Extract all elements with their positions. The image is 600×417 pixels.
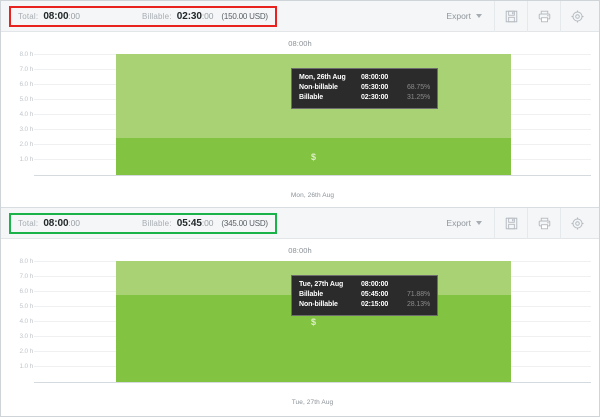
billable-label: Billable: [141,11,172,21]
y-tick-label: 6.0 h [19,288,34,295]
dollar-icon: $ [310,151,316,162]
print-button[interactable] [527,207,560,239]
y-tick-label: 6.0 h [19,81,34,88]
tooltip-row-percent: 68.75% [407,84,431,92]
x-axis-line [34,382,591,383]
tooltip-row-name: Billable [299,94,324,102]
tooltip-row-percent: 28.13% [407,301,431,309]
billable-amount: (345.00 USD) [221,218,268,228]
total-value-seconds: :00 [68,218,80,228]
tooltip-row-time: 05:30:00 [361,84,389,92]
tooltip-date: Mon, 26th Aug [299,74,346,81]
tooltip-row-percent: 31.25% [407,94,431,102]
chart-tuesday: 08:00h 8.0 h 7.0 h 6.0 h 5.0 h 4.0 h 3.0… [1,239,599,414]
chevron-down-icon [476,221,482,225]
settings-button[interactable] [560,207,593,239]
billable-value-seconds: :00 [201,218,214,228]
gear-icon [570,216,584,230]
toolbar-actions: Export [434,207,593,239]
plot-area: 8.0 h 7.0 h 6.0 h 5.0 h 4.0 h 3.0 h 2.0 … [1,258,599,383]
y-tick-label: 5.0 h [19,303,34,310]
billable-label: Billable: [141,218,172,228]
billable-amount: (150.00 USD) [221,11,268,21]
y-tick-label: 2.0 h [19,141,34,148]
gear-icon [570,9,584,23]
export-button[interactable]: Export [434,1,494,31]
stacked-bar[interactable]: $ [116,54,511,176]
billable-value: 05:45 [176,217,202,229]
plot-area: 8.0 h 7.0 h 6.0 h 5.0 h 4.0 h 3.0 h 2.0 … [1,51,599,176]
tooltip-row: Billable 05:45:00 71.88% [299,290,430,300]
y-tick-label: 4.0 h [19,318,34,325]
tooltip-header: Tue, 27th Aug 08:00:00 [299,280,430,290]
floppy-disk-icon [505,10,517,22]
y-tick-label: 4.0 h [19,111,34,118]
chevron-down-icon [476,14,482,18]
tooltip-row: Billable 02:30:00 31.25% [299,93,430,103]
export-label: Export [446,11,471,21]
total-label: Total: [18,218,39,228]
settings-button[interactable] [560,0,593,32]
tooltip-row-time: 02:15:00 [361,301,389,309]
tooltip-row-time: 02:30:00 [361,94,389,102]
y-tick-label: 3.0 h [19,333,34,340]
tooltip-header: Mon, 26th Aug 08:00:00 [299,73,430,83]
tooltip-total: 08:00:00 [361,281,389,288]
tooltip-total: 08:00:00 [361,74,389,81]
tooltip-row-name: Non-billable [299,301,338,309]
x-axis-label: Mon, 26th Aug [290,192,335,199]
dollar-icon: $ [310,317,316,328]
y-tick-label: 8.0 h [19,51,34,58]
y-tick-label: 2.0 h [19,348,34,355]
printer-icon [538,217,550,229]
panel-toolbar: Total: 08:00 :00 Billable: 05:45 :00 (34… [1,207,599,239]
x-axis-label: Tue, 27th Aug [291,399,334,406]
total-label: Total: [18,11,39,21]
tooltip-row: Non-billable 02:15:00 28.13% [299,300,430,310]
toolbar-actions: Export [434,0,593,32]
report-panel-monday: Total: 08:00 :00 Billable: 02:30 :00 (15… [1,0,599,207]
y-tick-label: 1.0 h [19,363,34,370]
total-value-seconds: :00 [68,11,80,21]
y-tick-label: 3.0 h [19,126,34,133]
bar-segment-billable[interactable]: $ [116,137,511,176]
tooltip-row-name: Billable [299,291,324,299]
chart-tooltip: Tue, 27th Aug 08:00:00 Billable 05:45:00… [291,275,439,317]
chart-tooltip: Mon, 26th Aug 08:00:00 Non-billable 05:3… [291,68,439,110]
tooltip-row-percent: 71.88% [407,291,431,299]
printer-icon [538,10,550,22]
y-tick-label: 5.0 h [19,96,34,103]
chart-total-title: 08:00h [288,39,312,48]
billable-value: 02:30 [176,10,202,22]
summary-highlight-box: Total: 08:00 :00 Billable: 02:30 :00 (15… [9,5,277,27]
tooltip-date: Tue, 27th Aug [299,281,344,288]
billable-value-seconds: :00 [201,11,214,21]
y-tick-label: 7.0 h [19,273,34,280]
panel-toolbar: Total: 08:00 :00 Billable: 02:30 :00 (15… [1,0,599,32]
print-button[interactable] [527,0,560,32]
y-tick-label: 7.0 h [19,66,34,73]
chart-monday: 08:00h 8.0 h 7.0 h 6.0 h 5.0 h 4.0 h 3.0… [1,32,599,207]
export-button[interactable]: Export [434,208,494,238]
export-label: Export [446,218,471,228]
y-tick-label: 8.0 h [19,258,34,265]
summary-highlight-box: Total: 08:00 :00 Billable: 05:45 :00 (34… [9,212,277,234]
report-panel-tuesday: Total: 08:00 :00 Billable: 05:45 :00 (34… [1,207,599,416]
save-button[interactable] [494,207,527,239]
y-tick-label: 1.0 h [19,156,34,163]
tooltip-row-time: 05:45:00 [361,291,389,299]
chart-total-title: 08:00h [288,246,312,255]
x-axis-line [34,175,591,176]
save-button[interactable] [494,0,527,32]
tooltip-row-name: Non-billable [299,84,338,92]
total-value: 08:00 [43,217,69,229]
floppy-disk-icon [505,217,517,229]
total-value: 08:00 [43,10,69,22]
tooltip-row: Non-billable 05:30:00 68.75% [299,83,430,93]
